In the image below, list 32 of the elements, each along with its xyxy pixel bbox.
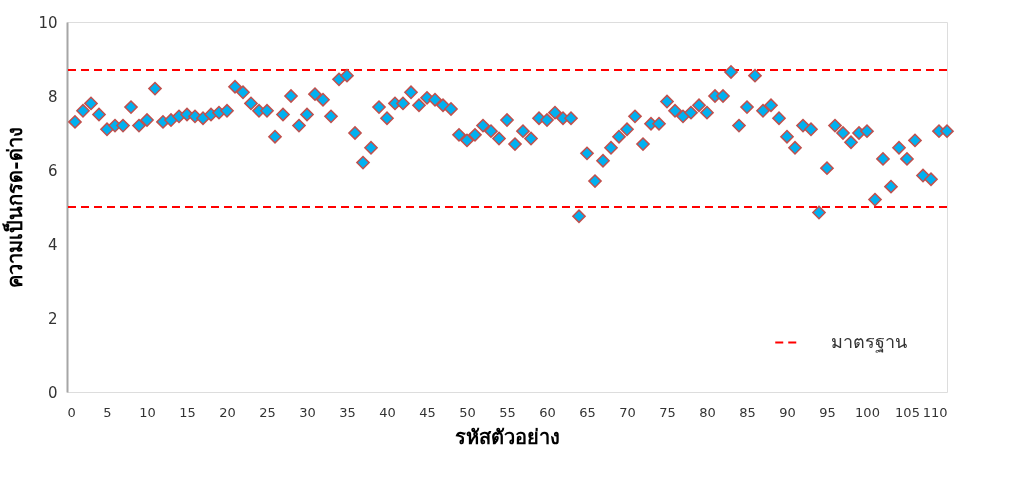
x-tick-label: 50	[459, 404, 476, 420]
x-tick-label: 15	[179, 404, 196, 420]
x-tick-label: 5	[103, 404, 112, 420]
x-tick-label: 65	[579, 404, 596, 420]
x-tick-label: 45	[419, 404, 436, 420]
y-tick-label: 10	[38, 13, 58, 32]
x-tick-label: 110	[922, 404, 948, 420]
legend-label: มาตรฐาน	[831, 330, 907, 353]
y-tick-label: 2	[47, 309, 58, 328]
y-tick-label: 6	[47, 161, 58, 180]
y-axis-title: ความเป็นกรด-ด่าง	[2, 127, 28, 288]
x-tick-label: 85	[739, 404, 756, 420]
x-tick-label: 25	[259, 404, 276, 420]
x-tick-label: 10	[139, 404, 156, 420]
x-tick-label: 95	[819, 404, 836, 420]
x-tick-label: 55	[499, 404, 516, 420]
x-tick-label: 30	[299, 404, 316, 420]
x-tick-label: 75	[659, 404, 676, 420]
x-tick-label: 0	[67, 404, 76, 420]
x-tick-label: 20	[219, 404, 236, 420]
x-tick-label: 80	[699, 404, 716, 420]
y-tick-label: 0	[47, 383, 58, 402]
x-axis-title: รหัสตัวอย่าง	[455, 424, 560, 449]
x-tick-label: 90	[779, 404, 796, 420]
x-tick-label: 70	[619, 404, 636, 420]
x-tick-label: 60	[539, 404, 556, 420]
y-tick-label: 8	[47, 87, 58, 106]
x-tick-label: 40	[379, 404, 396, 420]
y-tick-label: 4	[47, 235, 58, 254]
x-tick-label: 100	[855, 404, 880, 420]
x-tick-label: 105	[895, 404, 920, 420]
x-tick-label: 35	[339, 404, 356, 420]
